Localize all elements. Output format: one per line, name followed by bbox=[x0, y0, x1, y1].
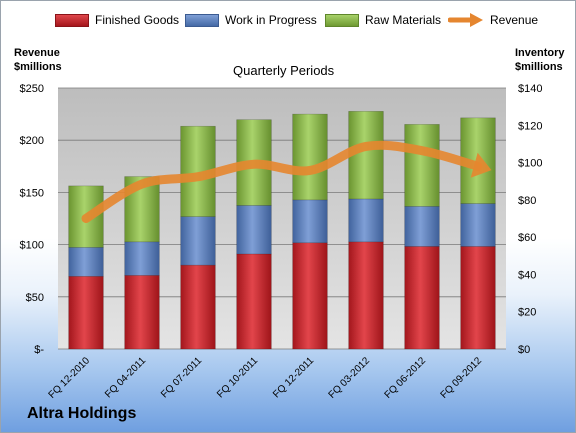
x-tick-label: FQ 06-2012 bbox=[383, 355, 429, 401]
right-tick-label: $120 bbox=[518, 120, 542, 132]
right-axis-title: Inventory $millions bbox=[515, 47, 565, 73]
right-tick-label: $140 bbox=[518, 83, 542, 95]
bar-finished-goods bbox=[124, 275, 160, 350]
bar-work-in-progress bbox=[180, 216, 216, 266]
right-tick-label: $40 bbox=[518, 269, 536, 281]
x-tick-label: FQ 03-2012 bbox=[327, 355, 373, 401]
right-tick-label: $20 bbox=[518, 307, 536, 319]
bar-work-in-progress bbox=[460, 203, 496, 247]
bar-work-in-progress bbox=[236, 205, 272, 255]
x-tick-label: FQ 10-2011 bbox=[215, 355, 260, 400]
left-tick-label: $50 bbox=[26, 292, 44, 304]
right-tick-label: $100 bbox=[518, 158, 542, 170]
x-tick-label: FQ 09-2012 bbox=[439, 355, 485, 401]
revenue-line bbox=[81, 140, 483, 223]
legend-label-revenue: Revenue bbox=[490, 13, 539, 27]
left-tick-label: $200 bbox=[20, 135, 44, 147]
x-tick-label: FQ 04-2011 bbox=[103, 355, 148, 400]
left-axis-title: Revenue $millions bbox=[14, 47, 62, 73]
bar-finished-goods bbox=[180, 264, 216, 350]
x-tick-label: FQ 07-2011 bbox=[159, 355, 204, 400]
bar-work-in-progress bbox=[404, 206, 440, 247]
left-tick-label: $100 bbox=[20, 240, 44, 252]
right-tick-label: $80 bbox=[518, 195, 536, 207]
left-tick-label: $- bbox=[34, 344, 44, 356]
legend-item-work-in-progress: Work in Progress bbox=[185, 13, 317, 27]
bar-finished-goods bbox=[236, 253, 272, 350]
chart-title: Quarterly Periods bbox=[233, 63, 335, 78]
bar-work-in-progress bbox=[124, 241, 160, 276]
legend-item-revenue: Revenue bbox=[448, 13, 538, 27]
right-tick-label: $0 bbox=[518, 344, 530, 356]
legend-label-work-in-progress: Work in Progress bbox=[225, 13, 317, 27]
legend-arrow-revenue bbox=[448, 13, 483, 27]
legend-item-finished-goods: Finished Goods bbox=[55, 13, 179, 27]
legend-swatch-finished-goods bbox=[55, 13, 89, 27]
revenue-arrowhead bbox=[470, 152, 492, 178]
left-tick-label: $250 bbox=[20, 83, 44, 95]
bar-finished-goods bbox=[460, 246, 496, 350]
legend-item-raw-materials: Raw Materials bbox=[325, 13, 441, 27]
bar-work-in-progress bbox=[68, 247, 104, 277]
bar-finished-goods bbox=[404, 246, 440, 350]
bar-work-in-progress bbox=[348, 198, 384, 243]
legend-label-finished-goods: Finished Goods bbox=[95, 13, 180, 27]
legend: Finished Goods Work in Progress Raw Mate… bbox=[1, 13, 575, 33]
x-tick-label: FQ 12-2011 bbox=[271, 355, 316, 400]
bar-finished-goods bbox=[348, 241, 384, 350]
bar-finished-goods bbox=[68, 275, 104, 350]
right-tick-label: $60 bbox=[518, 232, 536, 244]
x-tick-label: FQ 12-2010 bbox=[47, 355, 93, 401]
legend-swatch-raw-materials bbox=[325, 13, 359, 27]
bar-finished-goods bbox=[292, 242, 328, 350]
bar-raw-materials bbox=[404, 124, 440, 207]
bar-raw-materials bbox=[292, 113, 328, 201]
legend-swatch-work-in-progress bbox=[185, 13, 219, 27]
bar-work-in-progress bbox=[292, 199, 328, 244]
company-name: Altra Holdings bbox=[27, 405, 137, 422]
left-tick-label: $150 bbox=[20, 187, 44, 199]
legend-label-raw-materials: Raw Materials bbox=[365, 13, 442, 27]
